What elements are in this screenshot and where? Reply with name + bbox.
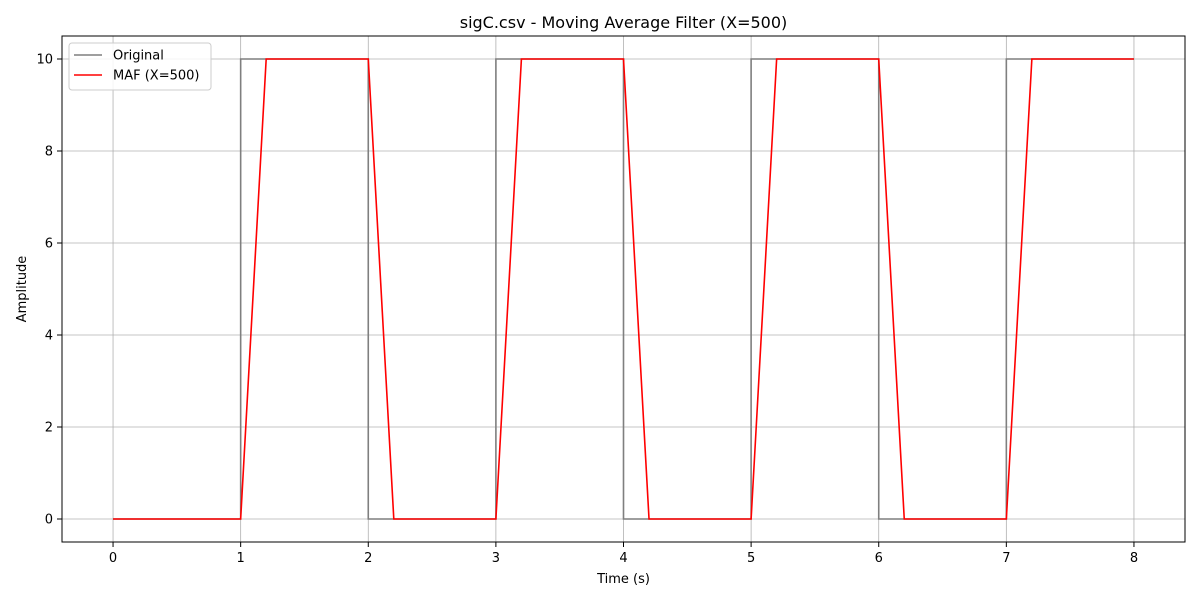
x-tick-label: 2 [364,551,372,566]
y-tick-label: 2 [45,421,53,436]
x-tick-label: 3 [492,551,500,566]
y-tick-label: 0 [45,513,53,528]
y-tick-label: 8 [45,145,53,160]
x-tick-label: 6 [875,551,883,566]
y-tick-label: 4 [45,329,53,344]
ticks: 0 1 2 3 4 5 6 7 8 0 2 4 6 8 10 [36,53,1138,567]
y-axis-label: Amplitude [15,256,30,323]
x-tick-label: 4 [619,551,627,566]
x-tick-label: 8 [1130,551,1138,566]
x-tick-label: 7 [1002,551,1010,566]
x-tick-label: 0 [109,551,117,566]
legend-label: Original [113,49,164,64]
legend: Original MAF (X=500) [68,42,212,91]
y-tick-label: 10 [36,53,53,68]
series-line-0 [113,58,1134,520]
x-axis-label: Time (s) [596,572,650,587]
x-tick-label: 5 [747,551,755,566]
series-line-1 [113,58,1134,520]
series-layer [113,58,1134,520]
x-tick-label: 1 [237,551,245,566]
legend-box [68,42,212,91]
chart-title: sigC.csv - Moving Average Filter (X=500) [460,13,788,32]
y-tick-label: 6 [45,237,53,252]
legend-label: MAF (X=500) [113,69,199,84]
